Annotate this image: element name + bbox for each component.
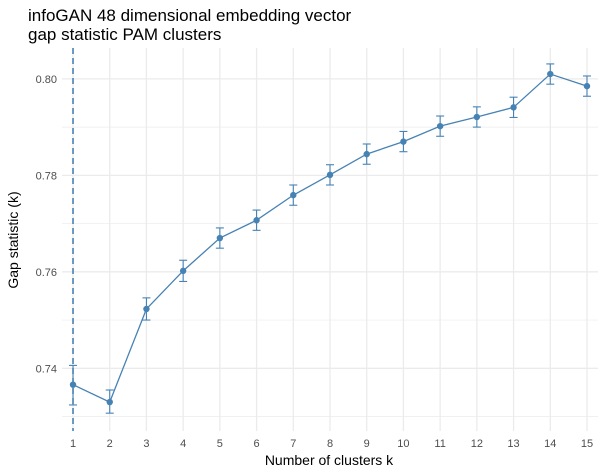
data-point [143,305,150,313]
data-point [473,113,481,121]
y-axis-title: Gap statistic (k) [5,191,21,288]
x-tick-label: 12 [471,438,483,450]
x-tick-label: 9 [364,438,370,450]
x-tick-label: 1 [70,438,76,450]
x-tick-label: 15 [581,438,593,450]
data-point [510,104,517,111]
data-point [253,217,260,224]
data-point [106,398,113,406]
chart-title-line-1: infoGAN 48 dimensional embedding vector [28,6,352,25]
y-tick-label: 0.80 [36,74,57,86]
data-point [179,267,187,275]
data-point [547,70,554,78]
data-point [290,191,297,199]
gap-series [69,63,591,414]
x-tick-label: 14 [544,438,556,450]
data-point [363,150,370,158]
data-point [400,138,407,145]
data-point [436,122,444,130]
y-tick-label: 0.78 [36,170,57,182]
data-point [69,381,77,388]
x-tick-label: 2 [107,438,113,450]
y-tick-label: 0.76 [36,267,57,279]
x-tick-label: 6 [254,438,260,450]
chart-title-line-2: gap statistic PAM clusters [28,25,221,44]
x-tick-label: 13 [507,438,519,450]
x-tick-label: 7 [290,438,296,450]
x-tick-label: 5 [217,438,223,450]
x-tick-label: 8 [327,438,333,450]
x-tick-label: 3 [143,438,149,450]
grid-lines [62,48,598,431]
x-tick-label: 11 [434,438,445,450]
data-point [216,234,224,242]
x-tick-label: 4 [180,438,186,450]
axis-ticks: 1 2 3 4 5 6 7 8 9 10 11 12 13 14 150.740.760.780.80 [36,74,594,450]
data-point [326,171,334,179]
x-tick-label: 10 [397,438,409,450]
x-axis-title: Number of clusters k [265,452,394,468]
data-point [583,82,591,90]
y-tick-label: 0.74 [36,363,57,375]
